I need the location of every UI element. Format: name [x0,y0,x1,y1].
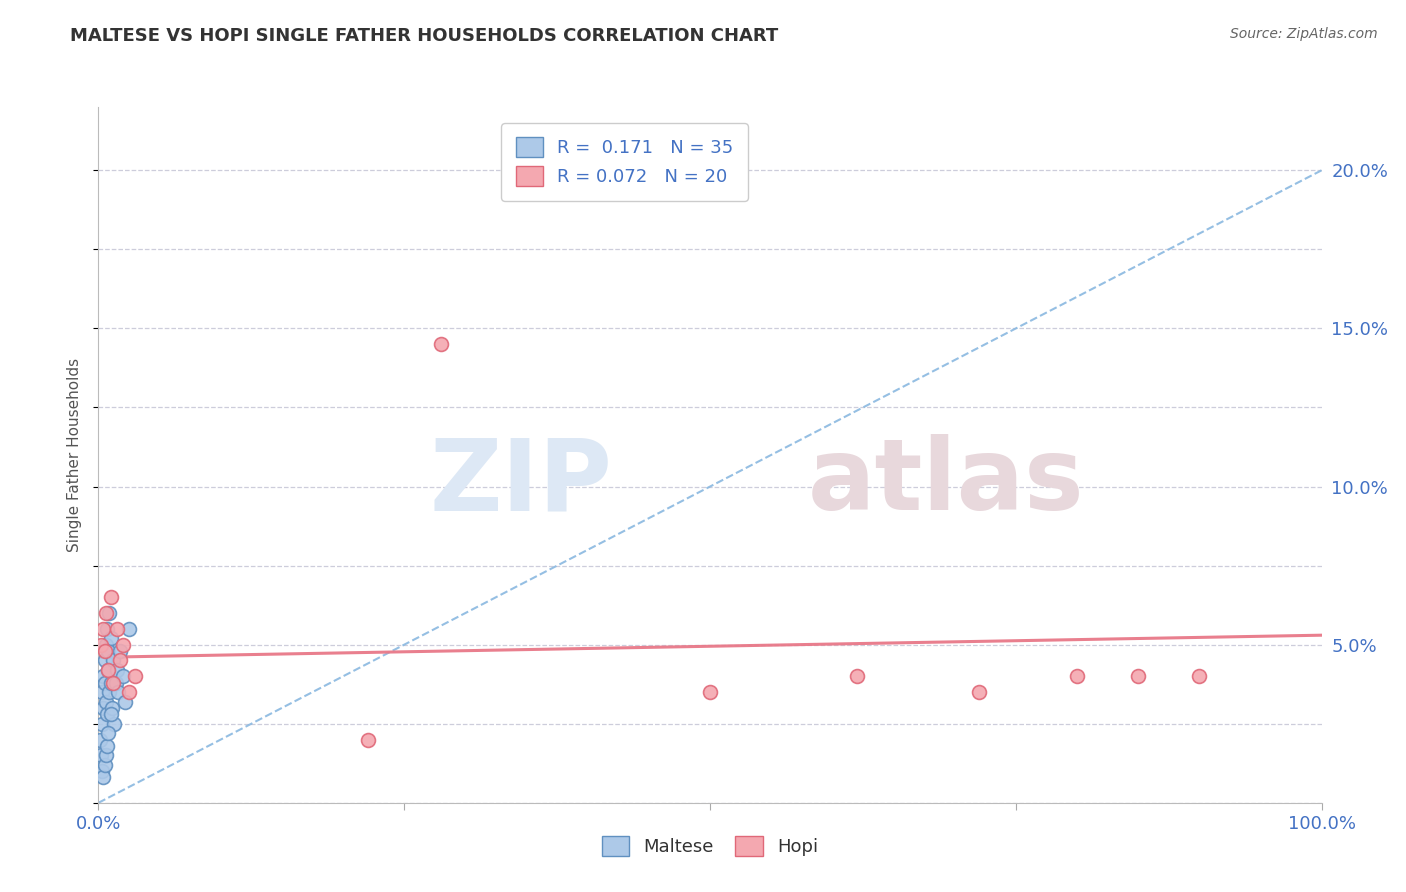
Point [91,622,114,636]
Point [91,669,114,683]
Point [90,748,112,763]
Point [96,707,118,722]
Point [110,653,132,667]
Point [91,764,114,779]
Point [89,732,111,747]
Point [91,716,114,731]
Point [93,675,115,690]
Point [98,685,121,699]
Point [111,638,134,652]
Point [118,685,141,699]
Point [103,716,125,731]
Y-axis label: Single Father Households: Single Father Households [67,358,83,552]
Point [97,663,120,677]
Point [97,726,120,740]
Point [97,663,120,677]
Point [96,622,118,636]
Point [118,622,141,636]
Point [94,695,117,709]
Point [94,748,117,763]
Point [94,606,117,620]
Point [104,675,127,690]
Point [967,685,990,699]
Point [100,632,122,646]
Point [93,757,115,772]
Point [91,685,114,699]
Point [101,675,124,690]
Point [110,644,132,658]
Point [91,771,114,785]
Point [356,732,378,747]
Point [93,653,115,667]
Point [101,701,124,715]
Text: atlas: atlas [808,434,1084,532]
Point [98,606,121,620]
Point [100,707,122,722]
Point [100,591,122,605]
Point [96,739,118,753]
Point [94,638,117,652]
Point [1128,669,1150,683]
Point [101,653,124,667]
Point [114,695,136,709]
Point [91,701,114,715]
Point [97,644,120,658]
Point [430,337,453,351]
Point [107,685,129,699]
Point [1066,669,1088,683]
Point [100,675,122,690]
Point [90,638,112,652]
Point [124,669,146,683]
Point [93,644,115,658]
Point [111,669,134,683]
Point [105,622,128,636]
Text: ZIP: ZIP [429,434,612,532]
Point [845,669,868,683]
Point [1188,669,1211,683]
Text: MALTESE VS HOPI SINGLE FATHER HOUSEHOLDS CORRELATION CHART: MALTESE VS HOPI SINGLE FATHER HOUSEHOLDS… [70,27,779,45]
Text: Source: ZipAtlas.com: Source: ZipAtlas.com [1230,27,1378,41]
Point [105,663,128,677]
Legend: Maltese, Hopi: Maltese, Hopi [595,829,825,863]
Point [699,685,721,699]
